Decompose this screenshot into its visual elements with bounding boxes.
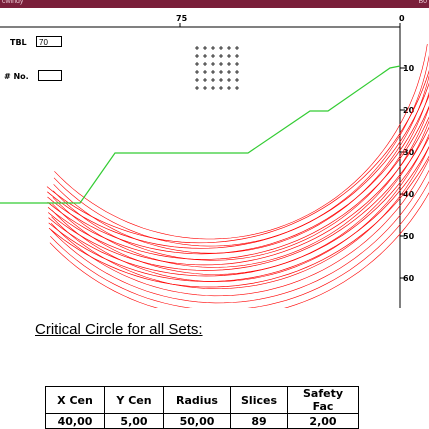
- value-slices: 89: [231, 414, 288, 429]
- results-value-row: 40,00 5,00 50,00 89 2,00: [46, 414, 359, 429]
- col-radius: Radius: [164, 387, 231, 414]
- ground-profile-line: [0, 66, 400, 203]
- grid-mark: [219, 62, 223, 66]
- col-x-cen: X Cen: [46, 387, 105, 414]
- grid-mark: [219, 54, 223, 58]
- grid-mark: [211, 70, 215, 74]
- value-safety-fac: 2,00: [288, 414, 359, 429]
- slip-circle-arc: [52, 81, 429, 288]
- grid-mark: [211, 86, 215, 90]
- grid-mark: [195, 62, 199, 66]
- grid-mark: [235, 86, 239, 90]
- grid-mark: [203, 78, 207, 82]
- grid-mark: [195, 46, 199, 50]
- top-axis-label-75: 75: [176, 14, 188, 23]
- grid-mark: [211, 46, 215, 50]
- grid-mark: [235, 78, 239, 82]
- col-safety-fac: Safety Fac: [288, 387, 359, 414]
- grid-mark: [203, 86, 207, 90]
- grid-mark: [195, 70, 199, 74]
- grid-mark: [219, 70, 223, 74]
- grid-mark: [227, 46, 231, 50]
- grid-mark: [219, 78, 223, 82]
- slip-circle-arc: [50, 97, 429, 308]
- results-header-row: X Cen Y Cen Radius Slices Safety Fac: [46, 387, 359, 414]
- slip-circle-arc: [49, 54, 429, 287]
- grid-mark: [203, 70, 207, 74]
- slip-circle-arc: [54, 50, 429, 247]
- value-x-cen: 40,00: [46, 414, 105, 429]
- grid-mark: [227, 54, 231, 58]
- slip-circle-arc: [48, 34, 429, 260]
- grid-mark: [235, 54, 239, 58]
- grid-mark: [219, 86, 223, 90]
- col-y-cen: Y Cen: [105, 387, 164, 414]
- grid-mark: [227, 86, 231, 90]
- slip-circle-arc: [53, 66, 429, 268]
- grid-mark: [195, 78, 199, 82]
- slip-circle-arc: [48, 29, 429, 254]
- grid-mark: [211, 62, 215, 66]
- id-input[interactable]: [38, 70, 62, 81]
- grid-mark: [227, 62, 231, 66]
- grid-mark: [211, 54, 215, 58]
- slip-circle-arc: [47, 25, 429, 248]
- window-titlebar: cwindy B0: [0, 0, 429, 8]
- grid-mark: [203, 46, 207, 50]
- critical-circle-heading: Critical Circle for all Sets:: [35, 321, 203, 338]
- grid-center-marks: [195, 46, 239, 90]
- grid-mark: [235, 46, 239, 50]
- grid-mark: [227, 78, 231, 82]
- grid-mark: [235, 70, 239, 74]
- window-title-left: cwindy: [2, 0, 23, 5]
- col-slices: Slices: [231, 387, 288, 414]
- grid-mark: [203, 54, 207, 58]
- value-y-cen: 5,00: [105, 414, 164, 429]
- top-axis-label-0: 0: [399, 14, 405, 23]
- right-axis-label-50: 50: [403, 232, 415, 241]
- value-radius: 50,00: [164, 414, 231, 429]
- tbl-label: TBL: [10, 38, 27, 47]
- grid-mark: [219, 46, 223, 50]
- grid-mark: [195, 54, 199, 58]
- grid-mark: [211, 78, 215, 82]
- right-axis-label-60: 60: [403, 274, 415, 283]
- grid-mark: [203, 62, 207, 66]
- slip-circle-arc: [54, 55, 429, 253]
- grid-mark: [235, 62, 239, 66]
- right-axis-label-10: 10: [403, 64, 415, 73]
- tbl-input[interactable]: 70: [36, 36, 62, 47]
- grid-mark: [195, 86, 199, 90]
- grid-mark: [227, 70, 231, 74]
- id-label: # No.: [4, 72, 29, 81]
- window-title-right: B0: [418, 0, 427, 5]
